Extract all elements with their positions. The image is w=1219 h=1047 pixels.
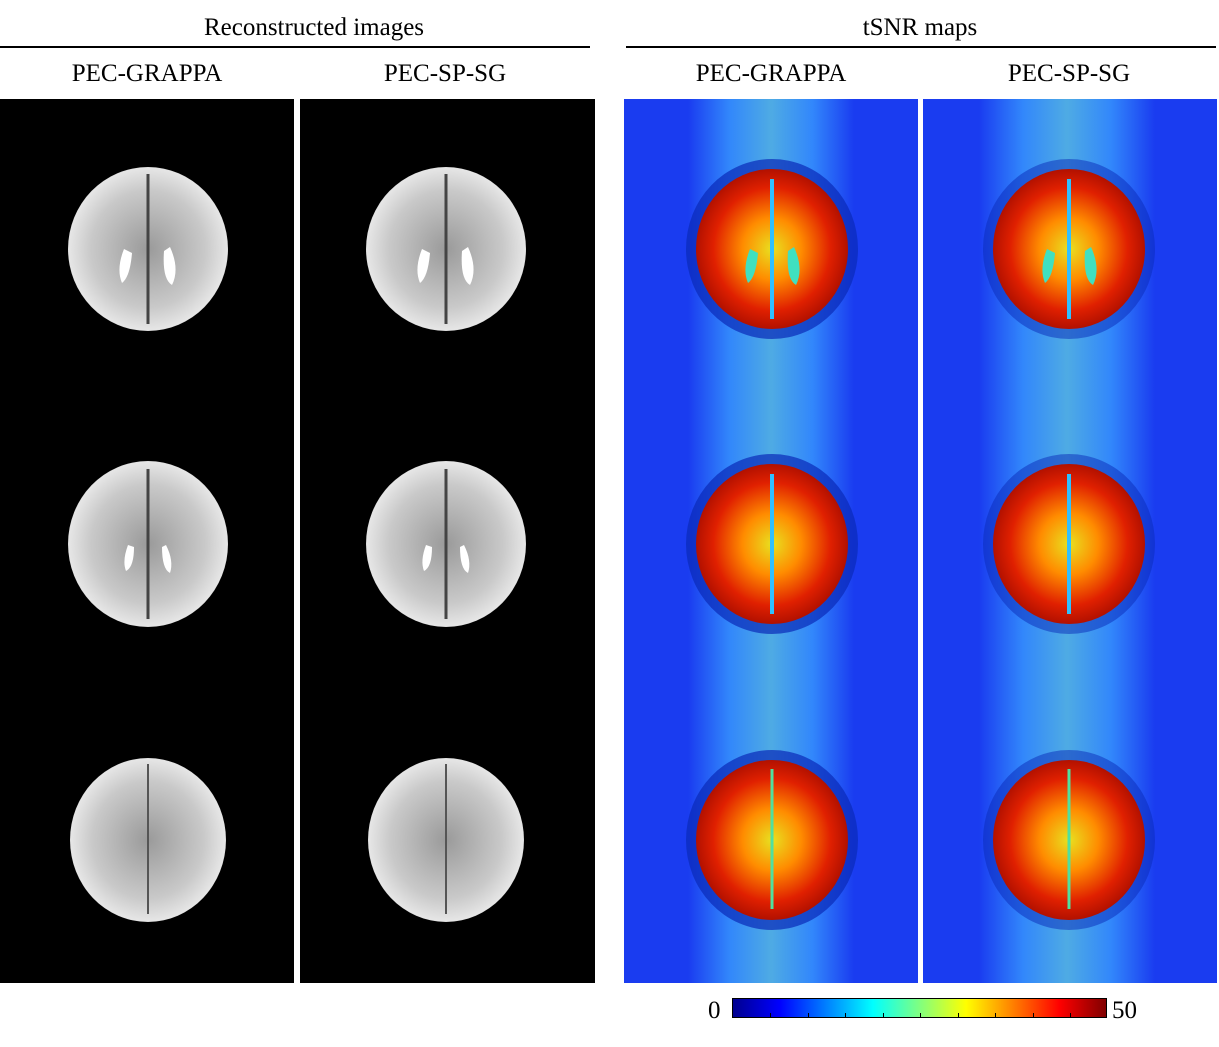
recon-spsg-panel xyxy=(300,99,595,983)
tsnr-slice-1 xyxy=(983,159,1155,339)
tsnr-spsg-panel xyxy=(923,99,1217,983)
tsnr-slice-2 xyxy=(983,454,1155,634)
brain-slice-3 xyxy=(70,758,226,922)
column-label-recon-grappa: PEC-GRAPPA xyxy=(71,60,223,87)
tsnr-maps-title: tSNR maps xyxy=(862,14,978,41)
tsnr-slice-3 xyxy=(983,750,1155,930)
colorbar xyxy=(732,998,1107,1018)
colorbar-max-label: 50 xyxy=(1112,997,1137,1024)
brain-slice-3 xyxy=(368,758,524,922)
column-label-recon-spsg: PEC-SP-SG xyxy=(383,60,507,87)
column-label-tsnr-grappa: PEC-GRAPPA xyxy=(695,60,847,87)
brain-slice-2 xyxy=(68,461,228,627)
reconstructed-images-title: Reconstructed images xyxy=(203,14,425,41)
brain-slice-1 xyxy=(68,167,228,331)
tsnr-slice-3 xyxy=(686,750,858,930)
recon-grappa-panel xyxy=(0,99,294,983)
column-label-tsnr-spsg: PEC-SP-SG xyxy=(1007,60,1131,87)
tsnr-grappa-panel xyxy=(624,99,918,983)
colorbar-min-label: 0 xyxy=(708,997,721,1024)
tsnr-slice-2 xyxy=(686,454,858,634)
tsnr-slice-1 xyxy=(686,159,858,339)
brain-slice-1 xyxy=(366,167,526,331)
reconstructed-images-rule xyxy=(0,46,590,48)
tsnr-maps-rule xyxy=(626,46,1216,48)
brain-slice-2 xyxy=(366,461,526,627)
